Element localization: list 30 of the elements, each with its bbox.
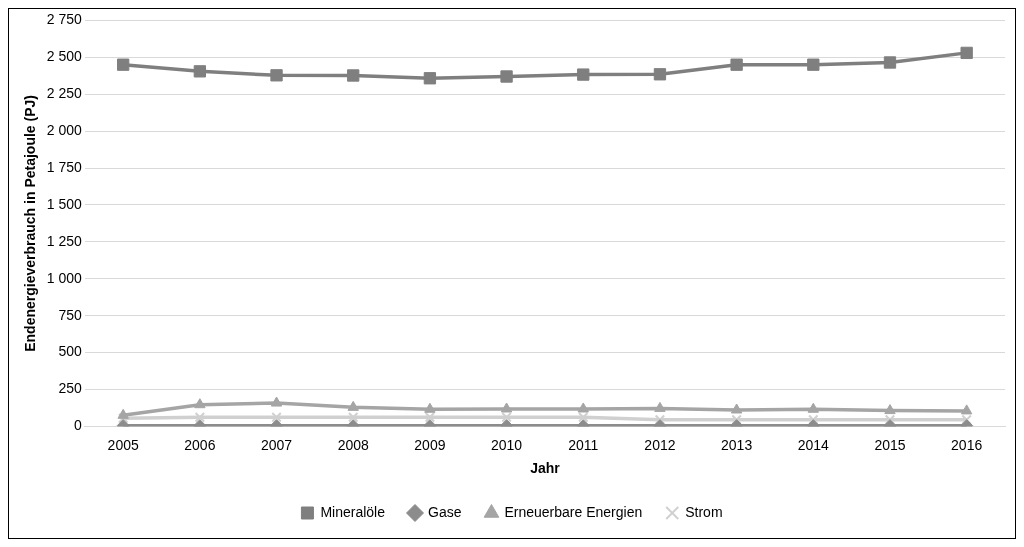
x-tick-label: 2011 xyxy=(568,436,599,453)
legend-label: Strom xyxy=(685,503,723,520)
y-tick-label: 1 000 xyxy=(46,269,83,286)
x-tick-label: 2014 xyxy=(797,436,830,453)
y-tick-label: 2 750 xyxy=(46,11,83,28)
y-tick-label: 1 500 xyxy=(46,195,83,212)
x-tick-label: 2009 xyxy=(414,436,446,453)
y-tick-label: 250 xyxy=(58,380,83,397)
y-tick-label: 2 250 xyxy=(46,85,83,102)
x-tick-label: 2013 xyxy=(721,436,753,453)
x-tick-label: 2015 xyxy=(874,436,906,453)
y-tick-label: 1 250 xyxy=(46,232,83,249)
x-tick-label: 2010 xyxy=(491,436,523,453)
legend-label: Mineralöle xyxy=(320,503,386,520)
y-tick-label: 0 xyxy=(74,417,83,434)
y-tick-label: 1 750 xyxy=(46,158,83,175)
legend-label: Gase xyxy=(428,503,462,520)
y-tick-label: 2 000 xyxy=(46,121,83,138)
y-tick-label: 500 xyxy=(58,343,83,360)
legend-label: Erneuerbare Energien xyxy=(504,503,643,520)
x-tick-label: 2007 xyxy=(260,436,293,453)
x-tick-label: 2005 xyxy=(107,436,139,453)
x-tick-label: 2008 xyxy=(337,436,369,453)
x-tick-label: 2012 xyxy=(644,436,676,453)
x-axis-title: Jahr xyxy=(530,460,561,477)
x-tick-label: 2006 xyxy=(184,436,216,453)
y-axis-title: Endenergieverbrauch in Petajoule (PJ) xyxy=(22,95,39,352)
y-tick-label: 2 500 xyxy=(46,48,83,65)
x-tick-label: 2016 xyxy=(951,436,983,453)
y-tick-label: 750 xyxy=(58,306,83,323)
